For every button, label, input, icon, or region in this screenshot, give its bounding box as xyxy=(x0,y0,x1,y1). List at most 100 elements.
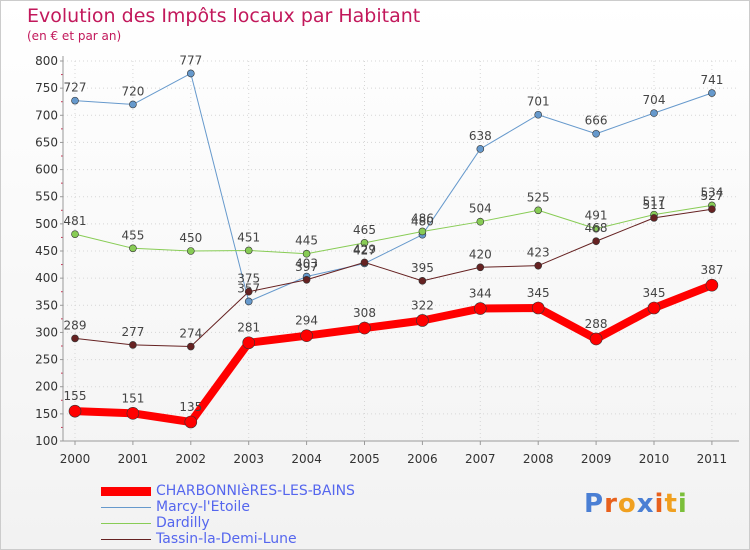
logo-letter: t xyxy=(664,489,678,519)
y-tick-label: 750 xyxy=(35,81,58,95)
data-point-marcy xyxy=(534,110,543,119)
proxiti-logo: Proxiti xyxy=(584,489,688,519)
data-label-marcy: 666 xyxy=(585,114,608,128)
data-point-charbonnieres xyxy=(416,314,429,327)
data-label-charbonnieres: 294 xyxy=(295,314,318,328)
data-label-charbonnieres: 151 xyxy=(121,391,144,405)
x-tick-label: 2001 xyxy=(118,452,149,466)
data-label-dardilly: 486 xyxy=(411,211,434,225)
data-point-marcy xyxy=(129,100,137,109)
x-tick-label: 2004 xyxy=(291,452,322,466)
data-label-marcy: 701 xyxy=(527,95,550,109)
data-point-tassin xyxy=(476,263,485,272)
data-point-tassin xyxy=(592,237,600,246)
chart-subtitle: (en € et par an) xyxy=(27,29,122,43)
x-tick-label: 2007 xyxy=(465,452,496,466)
logo-letter: i xyxy=(654,489,665,519)
data-point-charbonnieres xyxy=(531,301,545,315)
data-label-tassin: 397 xyxy=(295,260,318,274)
legend-item-dardilly: Dardilly xyxy=(101,515,421,532)
data-label-charbonnieres: 308 xyxy=(353,306,376,320)
data-point-charbonnieres xyxy=(126,407,140,420)
data-point-dardilly xyxy=(302,249,311,258)
data-label-charbonnieres: 135 xyxy=(179,400,202,414)
data-label-dardilly: 504 xyxy=(469,202,492,216)
data-point-marcy xyxy=(244,297,253,306)
data-point-tassin xyxy=(708,205,716,213)
x-tick-label: 2006 xyxy=(407,452,438,466)
data-label-dardilly: 450 xyxy=(179,231,202,245)
y-tick-label: 100 xyxy=(35,434,58,448)
data-point-charbonnieres xyxy=(705,278,719,292)
data-point-dardilly xyxy=(476,217,485,226)
data-label-marcy: 777 xyxy=(179,53,202,67)
data-point-charbonnieres xyxy=(589,332,603,346)
data-label-tassin: 527 xyxy=(700,189,723,203)
data-point-tassin xyxy=(360,258,369,267)
legend-swatch-dardilly xyxy=(101,523,151,524)
legend-swatch-tassin xyxy=(101,539,151,540)
x-tick-label: 2010 xyxy=(639,452,670,466)
y-tick-label: 600 xyxy=(35,163,58,177)
data-label-tassin: 274 xyxy=(179,327,202,341)
x-tick-label: 2003 xyxy=(233,452,264,466)
data-point-marcy xyxy=(71,96,79,105)
data-point-marcy xyxy=(708,89,716,97)
data-point-tassin xyxy=(244,287,253,296)
legend-item-charbonnieres: CHARBONNIèRES-LES-BAINS xyxy=(101,483,421,500)
data-point-charbonnieres xyxy=(68,404,82,418)
data-point-tassin xyxy=(302,275,311,284)
data-label-dardilly: 517 xyxy=(643,195,666,209)
data-label-tassin: 511 xyxy=(643,198,666,212)
x-tick-label: 2002 xyxy=(176,452,207,466)
data-point-dardilly xyxy=(418,227,427,236)
data-point-charbonnieres xyxy=(647,301,661,315)
logo-letter: o xyxy=(617,489,637,519)
y-tick-label: 450 xyxy=(35,244,58,258)
series-line-marcy xyxy=(74,72,713,302)
data-label-charbonnieres: 288 xyxy=(585,317,608,331)
x-tick-label: 2008 xyxy=(523,452,554,466)
data-point-tassin xyxy=(418,277,427,285)
data-label-charbonnieres: 345 xyxy=(527,286,550,300)
y-tick-label: 500 xyxy=(35,217,58,231)
data-point-dardilly xyxy=(129,244,137,253)
data-point-dardilly xyxy=(244,246,253,255)
data-label-dardilly: 481 xyxy=(64,214,87,228)
data-label-marcy: 403 xyxy=(295,257,318,271)
data-point-charbonnieres xyxy=(473,302,487,315)
data-label-tassin: 277 xyxy=(121,325,144,339)
data-point-dardilly xyxy=(360,239,369,247)
data-point-tassin xyxy=(129,341,137,349)
series-line-dardilly xyxy=(74,204,712,255)
legend-label-marcy: Marcy-l'Etoile xyxy=(156,499,250,515)
data-label-charbonnieres: 344 xyxy=(469,287,492,301)
data-point-marcy xyxy=(476,145,485,153)
data-label-dardilly: 445 xyxy=(295,234,318,248)
chart-title: Evolution des Impôts locaux par Habitant xyxy=(27,5,421,27)
data-point-marcy xyxy=(592,129,600,138)
data-point-dardilly xyxy=(534,206,543,215)
data-label-charbonnieres: 345 xyxy=(643,286,666,300)
data-label-marcy: 480 xyxy=(411,215,434,229)
data-label-tassin: 420 xyxy=(469,247,492,261)
data-point-tassin xyxy=(650,214,658,222)
data-label-tassin: 289 xyxy=(64,318,87,332)
logo-letter: r xyxy=(604,489,618,519)
data-point-tassin xyxy=(71,334,79,343)
legend: CHARBONNIèRES-LES-BAINS Marcy-l'Etoile D… xyxy=(101,483,421,548)
y-tick-label: 800 xyxy=(35,54,58,68)
y-tick-label: 650 xyxy=(35,135,58,149)
data-label-dardilly: 465 xyxy=(353,223,376,237)
y-tick-label: 400 xyxy=(35,271,58,285)
data-point-charbonnieres xyxy=(184,415,198,429)
data-point-charbonnieres xyxy=(300,329,313,342)
x-tick-label: 2000 xyxy=(60,452,91,466)
data-label-marcy: 741 xyxy=(700,73,723,87)
series-line-tassin xyxy=(74,208,712,348)
legend-label-dardilly: Dardilly xyxy=(156,515,210,531)
data-point-tassin xyxy=(187,342,195,351)
series-line-charbonnieres xyxy=(74,281,714,426)
